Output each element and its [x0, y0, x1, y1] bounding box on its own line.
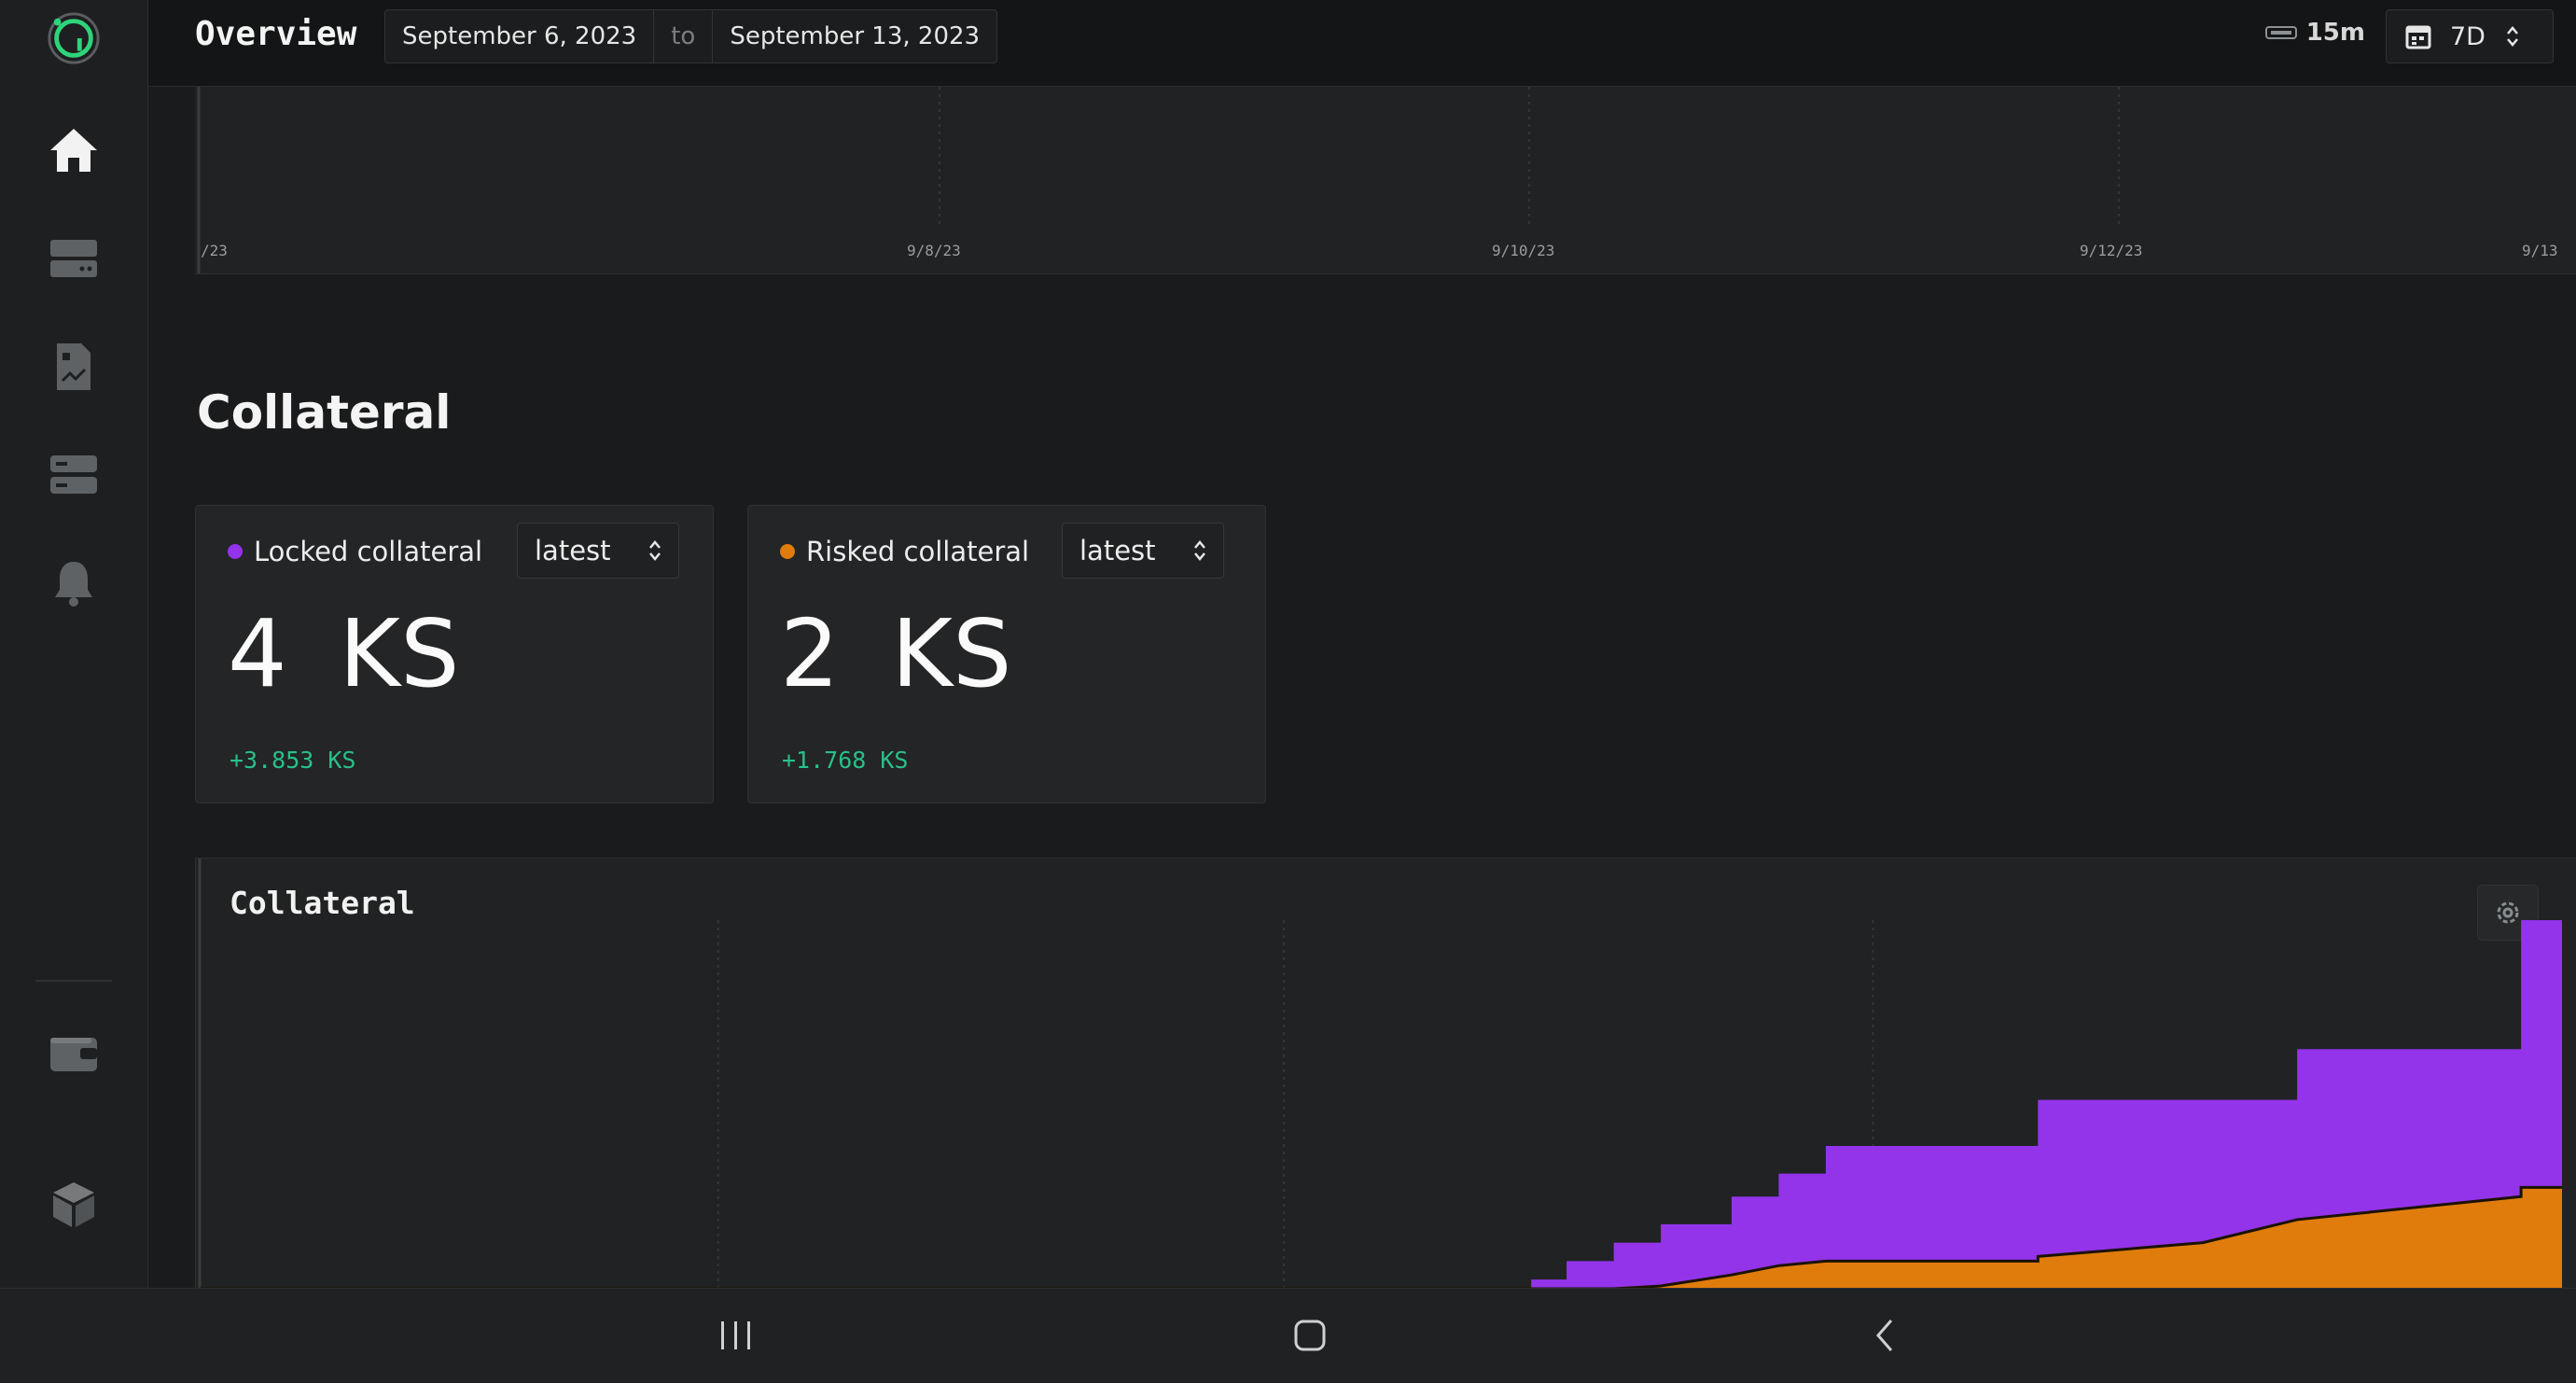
time-range-select[interactable]: 7D: [2386, 9, 2554, 63]
section-title: Collateral: [197, 385, 452, 440]
legend-dot: [228, 544, 243, 559]
chart-title: Collateral: [230, 885, 415, 921]
reports-icon[interactable]: [47, 340, 101, 394]
aggregation-select[interactable]: latest: [1062, 523, 1224, 579]
start-date[interactable]: September 6, 2023: [402, 22, 637, 50]
date-separator: to: [653, 10, 714, 63]
collateral-area-chart: [198, 859, 2562, 1289]
back-icon[interactable]: [1852, 1307, 1917, 1363]
chevron-updown-icon: [649, 540, 661, 561]
top-bar: Overview September 6, 2023 to September …: [148, 0, 2576, 87]
end-date[interactable]: September 13, 2023: [730, 22, 981, 50]
series-risked-collateral: [200, 1187, 2562, 1289]
calendar-icon: [2405, 25, 2431, 49]
x-tick: 9/13: [2522, 242, 2558, 259]
stat-unit: KS: [339, 599, 460, 708]
stat-value: 4 KS: [228, 599, 459, 708]
home-icon[interactable]: [47, 123, 101, 177]
aggregation-select[interactable]: latest: [517, 523, 679, 579]
vaults-icon[interactable]: [47, 231, 101, 286]
refresh-interval-label: 15m: [2305, 19, 2365, 47]
risked-collateral-card: Risked collateral latest 2 KS +1.768 KS: [747, 505, 1266, 803]
stat-delta: +1.768 KS: [782, 747, 909, 774]
select-value: latest: [535, 535, 611, 566]
bell-icon[interactable]: [47, 556, 101, 610]
refresh-interval[interactable]: 15m: [2264, 19, 2365, 47]
date-range-picker[interactable]: September 6, 2023 to September 13, 2023: [384, 9, 998, 63]
refresh-icon: [2264, 26, 2297, 39]
system-nav-bar: [0, 1288, 2576, 1383]
series-locked-collateral: [200, 920, 2562, 1289]
x-tick: /23: [201, 242, 228, 259]
time-range-label: 7D: [2450, 21, 2485, 51]
main-content: /23 9/8/23 9/10/23 9/12/23 9/13 Collater…: [148, 87, 2576, 1289]
stat-value: 2 KS: [780, 599, 1011, 708]
legend-dot: [780, 544, 795, 559]
page-title: Overview: [195, 15, 357, 53]
wallet-icon[interactable]: [47, 1027, 101, 1081]
card-legend: Risked collateral: [780, 536, 1029, 567]
sidebar-divider: [35, 980, 112, 982]
sidebar: [0, 0, 148, 1288]
stat-number: 2: [780, 599, 840, 708]
recents-icon[interactable]: [703, 1307, 769, 1363]
home-circle-icon[interactable]: [1277, 1307, 1343, 1363]
servers-icon[interactable]: [47, 448, 101, 502]
logo-icon[interactable]: [47, 11, 101, 65]
cube-icon[interactable]: [47, 1178, 101, 1232]
collateral-chart-panel: Collateral: [195, 858, 2576, 1289]
x-tick: 9/12/23: [2080, 242, 2143, 259]
select-value: latest: [1079, 535, 1156, 566]
x-tick: 9/8/23: [907, 242, 961, 259]
card-label: Locked collateral: [254, 536, 483, 567]
chevron-updown-icon: [2507, 26, 2518, 47]
top-chart-grid: [197, 87, 2120, 273]
x-tick: 9/10/23: [1492, 242, 1555, 259]
card-legend: Locked collateral: [228, 536, 482, 567]
stat-number: 4: [228, 599, 287, 708]
stat-unit: KS: [891, 599, 1012, 708]
chevron-updown-icon: [1194, 540, 1205, 561]
card-label: Risked collateral: [806, 536, 1030, 567]
stat-delta: +3.853 KS: [230, 747, 356, 774]
top-chart: /23 9/8/23 9/10/23 9/12/23 9/13: [195, 87, 2576, 274]
locked-collateral-card: Locked collateral latest 4 KS +3.853 KS: [195, 505, 714, 803]
risked-collateral-line: [200, 1185, 2562, 1289]
